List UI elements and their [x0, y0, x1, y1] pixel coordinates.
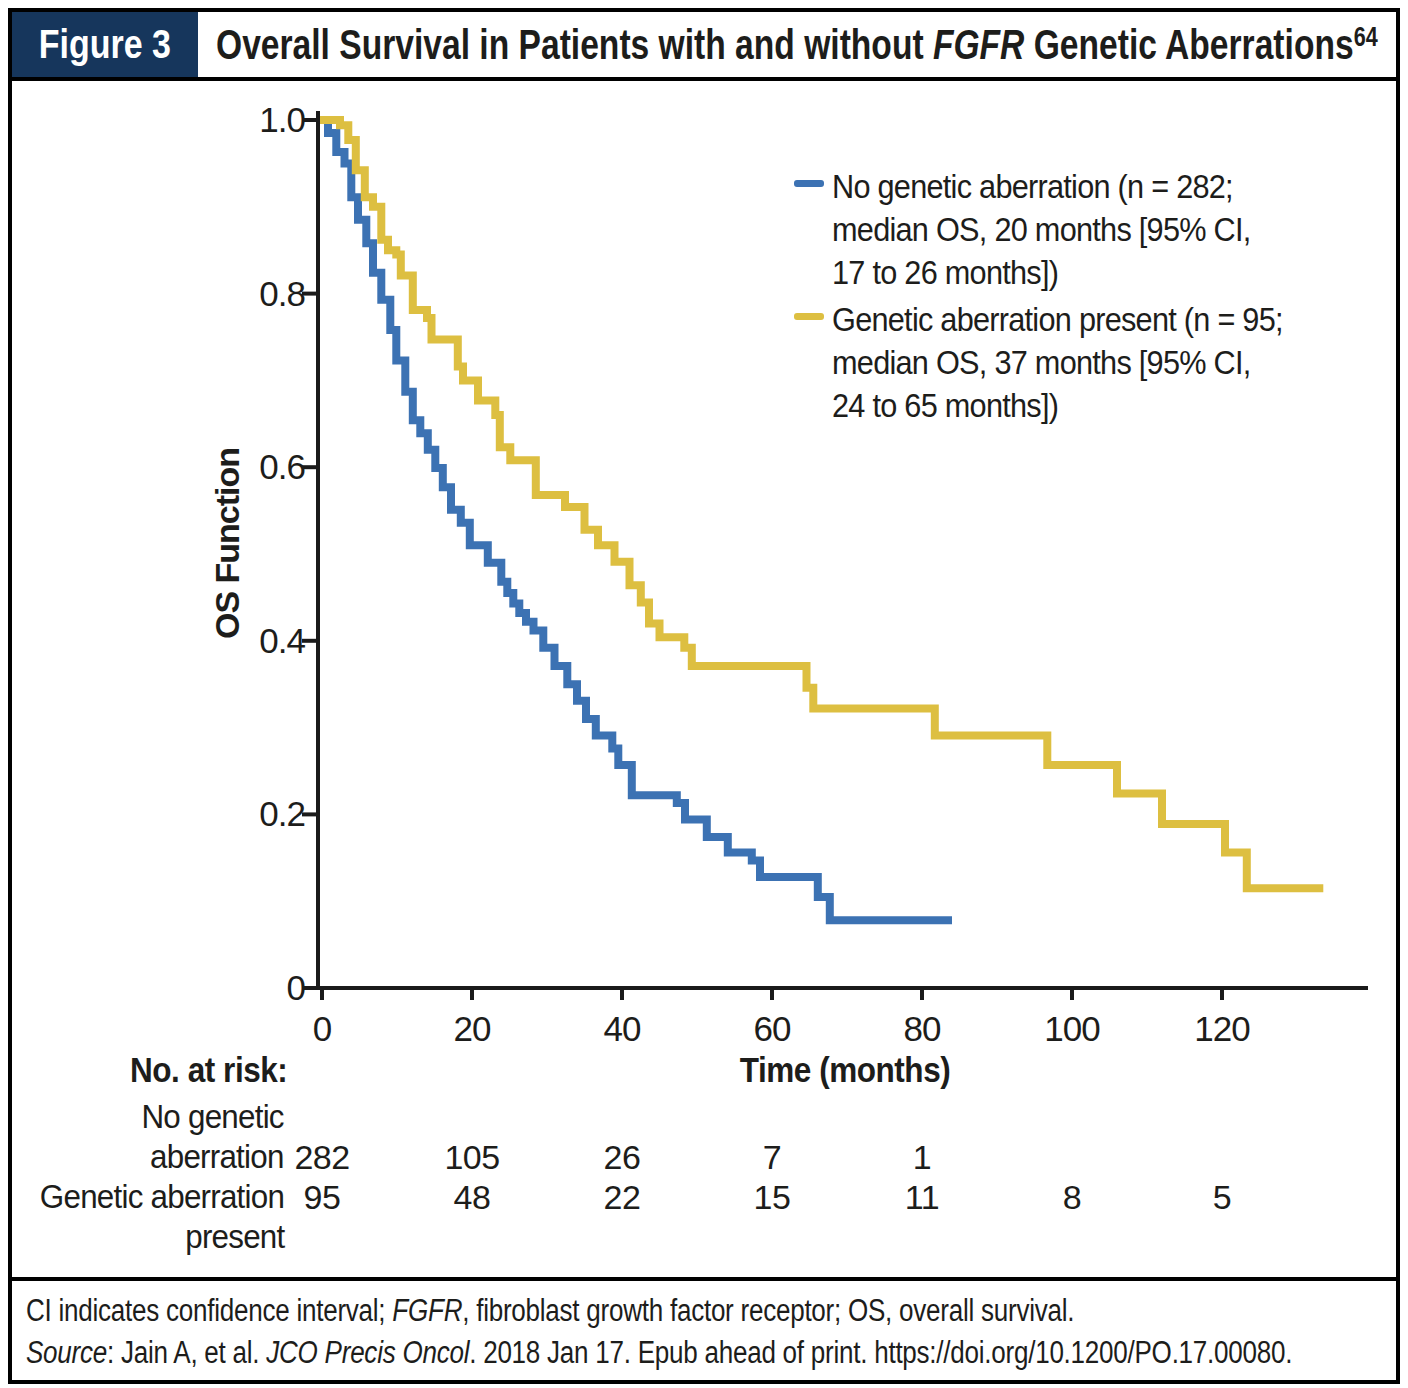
footnote-panel: CI indicates confidence interval; FGFR, …: [12, 1281, 1396, 1380]
legend-line: 24 to 65 months]): [832, 384, 1283, 427]
risk-value: 26: [562, 1137, 682, 1177]
risk-value: 1: [862, 1137, 982, 1177]
risk-value: 15: [712, 1177, 832, 1217]
risk-row-label-line: present: [12, 1217, 284, 1257]
legend-item-aberration-present: Genetic aberration present (n = 95; medi…: [832, 298, 1317, 427]
x-axis-title: Time (months): [695, 1050, 995, 1090]
legend-line: median OS, 37 months [95% CI,: [832, 341, 1283, 384]
x-tick-label: 40: [562, 1008, 682, 1050]
legend-line: median OS, 20 months [95% CI,: [832, 208, 1251, 251]
risk-row-label-line: Genetic aberration: [12, 1177, 284, 1217]
y-tick-label: 1.0: [233, 99, 305, 141]
page: Figure 3 Overall Survival in Patients wi…: [0, 0, 1408, 1388]
risk-value: 7: [712, 1137, 832, 1177]
legend-line: No genetic aberration (n = 282;: [832, 165, 1251, 208]
risk-row-label-line: aberration: [12, 1137, 284, 1177]
risk-value: 22: [562, 1177, 682, 1217]
x-tick-label: 80: [862, 1008, 982, 1050]
legend-line: Genetic aberration present (n = 95;: [832, 298, 1283, 341]
y-tick-label: 0.8: [233, 273, 305, 315]
risk-value: 11: [862, 1177, 982, 1217]
risk-value: 95: [262, 1177, 382, 1217]
risk-value: 8: [1012, 1177, 1132, 1217]
risk-table-heading: No. at risk:: [130, 1050, 305, 1090]
legend-item-no-aberration: No genetic aberration (n = 282; median O…: [832, 165, 1282, 294]
legend-swatch-yellow: [794, 313, 824, 320]
risk-value: 48: [412, 1177, 532, 1217]
risk-value: 5: [1162, 1177, 1282, 1217]
y-tick-label: 0.4: [233, 620, 305, 662]
abbreviations-note: CI indicates confidence interval; FGFR, …: [26, 1291, 1274, 1331]
y-tick-label: 0.6: [233, 446, 305, 488]
figure-title-text: Overall Survival in Patients with and wi…: [216, 21, 1378, 69]
risk-value: 105: [412, 1137, 532, 1177]
x-tick-label: 0: [262, 1008, 382, 1050]
x-tick-label: 120: [1162, 1008, 1282, 1050]
y-tick-label: 0.2: [233, 793, 305, 835]
risk-row-label-line: No genetic: [12, 1097, 284, 1137]
x-tick-label: 20: [412, 1008, 532, 1050]
figure-title: Overall Survival in Patients with and wi…: [198, 12, 1396, 77]
figure-number-text: Figure 3: [39, 22, 171, 67]
legend-swatch-blue: [794, 180, 824, 187]
figure-header: Figure 3 Overall Survival in Patients wi…: [12, 12, 1396, 81]
y-tick-label: 0: [233, 967, 305, 1009]
source-note: Source: Jain A, et al. JCO Precis Oncol.…: [26, 1333, 1408, 1373]
figure-number-badge: Figure 3: [12, 12, 198, 77]
chart-panel: OS Function 1.00.80.60.40.20020406080100…: [12, 81, 1396, 1281]
legend-line: 17 to 26 months]): [832, 251, 1251, 294]
risk-value: 282: [262, 1137, 382, 1177]
x-tick-label: 100: [1012, 1008, 1132, 1050]
x-tick-label: 60: [712, 1008, 832, 1050]
figure: Figure 3 Overall Survival in Patients wi…: [8, 8, 1400, 1384]
